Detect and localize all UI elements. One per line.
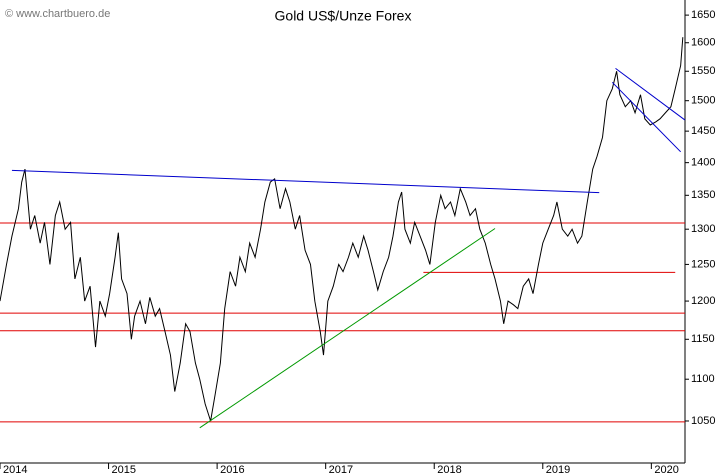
x-tick-label: 2014	[3, 464, 27, 476]
x-tick-label: 2015	[112, 464, 136, 476]
y-tick-label: 1600	[691, 37, 715, 49]
y-tick-label: 1450	[691, 125, 715, 137]
y-tick-label: 1650	[691, 9, 715, 21]
price-line	[0, 37, 684, 422]
y-tick-label: 1500	[691, 95, 715, 107]
y-tick-label: 1300	[691, 223, 715, 235]
trend-line	[615, 67, 686, 121]
watermark: © www.chartbuero.de	[5, 8, 110, 20]
y-tick-label: 1200	[691, 295, 715, 307]
y-tick-label: 1400	[691, 157, 715, 169]
x-tick-label: 2019	[546, 464, 570, 476]
x-tick-label: 2016	[220, 464, 244, 476]
y-tick-label: 1250	[691, 258, 715, 270]
y-tick-label: 1550	[691, 65, 715, 77]
y-tick-label: 1050	[691, 415, 715, 427]
x-tick-label: 2018	[437, 464, 461, 476]
y-tick-label: 1150	[691, 333, 715, 345]
trend-line	[199, 228, 496, 429]
chart-title: Gold US$/Unze Forex	[275, 8, 412, 24]
trend-line	[611, 81, 682, 153]
trend-line	[11, 169, 600, 194]
y-tick-label: 1100	[691, 373, 715, 385]
x-tick-label: 2020	[654, 464, 678, 476]
y-tick-label: 1350	[691, 189, 715, 201]
x-tick-label: 2017	[329, 464, 353, 476]
